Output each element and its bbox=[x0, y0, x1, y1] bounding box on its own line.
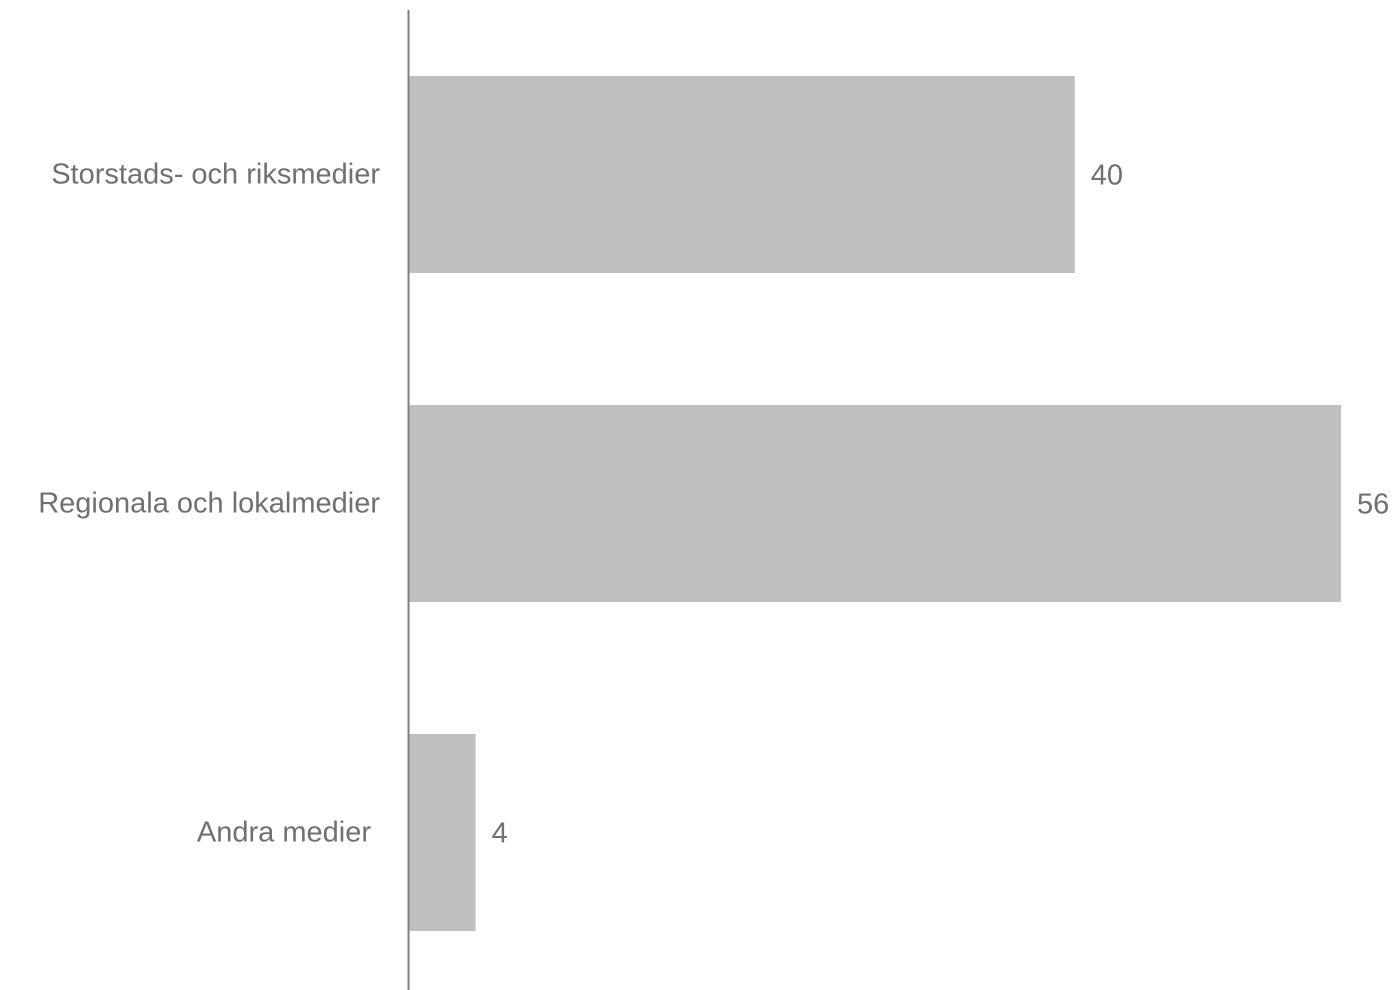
category-label-2: Regionala och lokalmedier bbox=[38, 488, 380, 520]
category-label-3: Andra medier bbox=[197, 817, 371, 849]
bars-group bbox=[409, 76, 1341, 931]
category-label-1: Storstads- och riksmedier bbox=[51, 159, 380, 191]
bar-3 bbox=[409, 734, 476, 931]
value-label-1: 40 bbox=[1091, 160, 1123, 192]
bar-2 bbox=[409, 405, 1341, 602]
value-label-3: 4 bbox=[492, 818, 508, 850]
labels-group: Storstads- och riksmedier 40 Regionala och… bbox=[38, 159, 1389, 850]
bar-1 bbox=[409, 76, 1075, 273]
value-label-2: 56 bbox=[1357, 489, 1389, 521]
